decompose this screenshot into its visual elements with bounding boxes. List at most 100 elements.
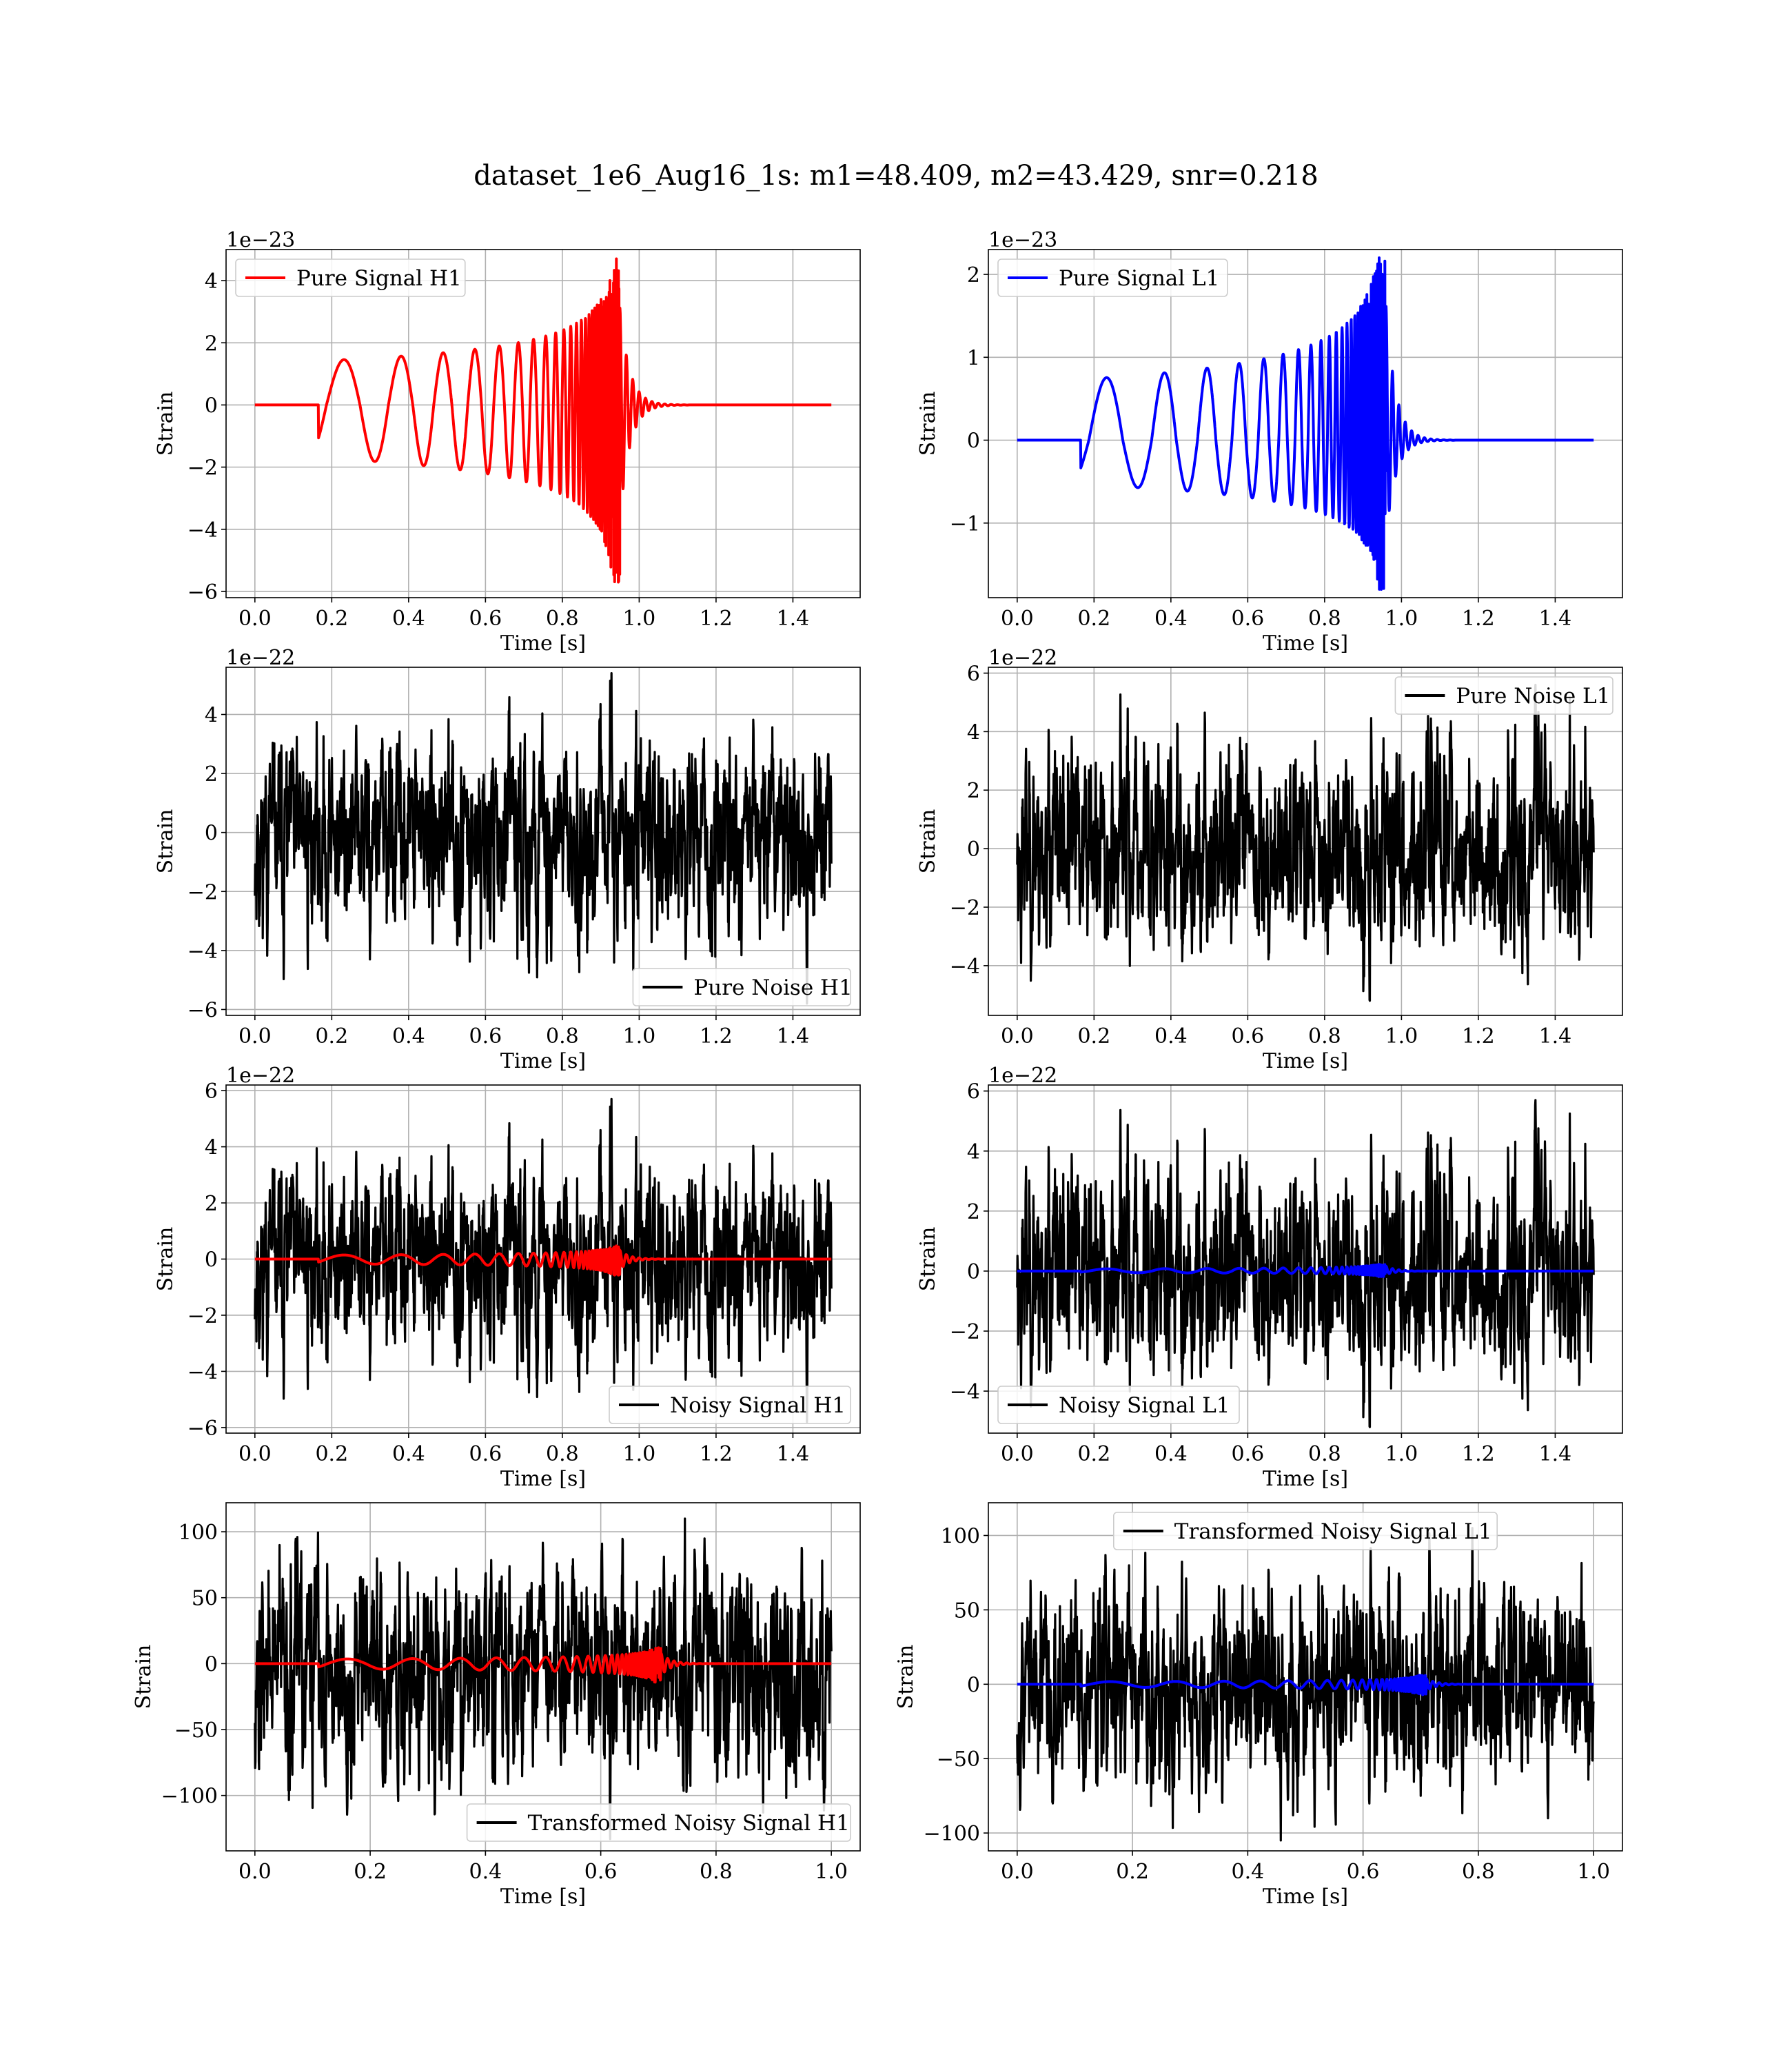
x-tick-label: 1.4	[1539, 1024, 1572, 1048]
series-line-noise	[254, 1517, 833, 1841]
x-tick-label: 1.0	[1385, 1024, 1418, 1048]
y-tick-label: 100	[179, 1521, 218, 1545]
series-group	[1016, 256, 1595, 591]
y-offset-text: 1e−22	[226, 1064, 295, 1088]
y-tick-label: −2	[187, 1304, 218, 1328]
y-tick-label: −4	[187, 940, 218, 964]
x-tick-label: 0.0	[238, 1024, 272, 1048]
x-tick-label: 0.4	[392, 607, 425, 631]
x-tick-label: 0.2	[315, 1442, 348, 1466]
y-tick-label: −6	[187, 1417, 218, 1441]
x-tick-label: 0.2	[1077, 607, 1110, 631]
x-tick-label: 0.8	[700, 1860, 733, 1884]
legend: Transformed Noisy Signal H1	[466, 1803, 851, 1842]
y-tick-label: 50	[192, 1587, 218, 1611]
series-line-signal	[1016, 256, 1595, 591]
y-tick-label: 4	[967, 720, 980, 744]
x-tick-label: 0.6	[1232, 1442, 1265, 1466]
x-axis-label: Time [s]	[500, 1049, 586, 1073]
series-group	[254, 1097, 833, 1423]
x-axis-label: Time [s]	[500, 1467, 586, 1491]
x-tick-label: 0.2	[1077, 1442, 1110, 1466]
x-axis-label: Time [s]	[1263, 1885, 1348, 1909]
legend-label: Pure Noise H1	[693, 975, 852, 1000]
legend-label: Pure Signal L1	[1059, 266, 1219, 291]
x-tick-label: 0.6	[1232, 607, 1265, 631]
axes-frame	[225, 249, 861, 598]
y-tick-label: −6	[187, 580, 218, 605]
series-group	[254, 257, 833, 584]
x-tick-label: 1.2	[700, 607, 733, 631]
y-tick-label: −4	[950, 1380, 980, 1404]
legend: Pure Noise L1	[1394, 676, 1613, 715]
axes-frame	[225, 667, 861, 1016]
x-tick-label: 1.2	[1462, 1024, 1495, 1048]
x-tick-label: 0.0	[238, 607, 272, 631]
y-offset-text: 1e−22	[988, 1064, 1057, 1088]
grid	[226, 250, 860, 598]
y-tick-label: −4	[187, 1360, 218, 1384]
subplot-pure-noise-h1: 0.0 0.2 0.4 0.6 0.8 1.0 1.2 1.4 −6 −4 −2 0 2 4 1e−22 Ti…	[154, 646, 861, 1073]
subplot-transformed-noisy-signal-l1: 0.0 0.2 0.4 0.6 0.8 1.0 −100 −50 0 50 100 Time [s] S…	[894, 1502, 1623, 1909]
subplot-pure-noise-l1: 0.0 0.2 0.4 0.6 0.8 1.0 1.2 1.4 −4 −2 0 2 4 6 1e−22 Tim…	[916, 646, 1623, 1073]
x-tick-label: 0.8	[1308, 1442, 1341, 1466]
legend: Noisy Signal L1	[997, 1386, 1240, 1424]
y-tick-label: −6	[187, 998, 218, 1022]
x-tick-label: 1.0	[623, 1024, 656, 1048]
legend: Noisy Signal H1	[609, 1386, 851, 1424]
axes-frame	[225, 1502, 861, 1852]
y-tick-label: −1	[950, 512, 980, 536]
legend-box	[997, 1386, 1240, 1424]
subplot-pure-signal-h1: 0.0 0.2 0.4 0.6 0.8 1.0 1.2 1.4 −6 −4 −2 0 2 4 1e−23 Ti…	[154, 228, 861, 656]
y-axis-label: Strain	[894, 1645, 918, 1710]
y-axis-label: Strain	[154, 392, 178, 456]
grid	[988, 250, 1622, 598]
y-tick-label: 0	[205, 1652, 218, 1676]
y-offset-text: 1e−23	[988, 228, 1057, 252]
x-tick-label: 1.0	[815, 1860, 848, 1884]
x-tick-label: 0.8	[1308, 607, 1341, 631]
x-tick-label: 0.2	[315, 607, 348, 631]
legend: Pure Signal H1	[235, 258, 466, 297]
x-tick-label: 0.2	[1077, 1024, 1110, 1048]
x-tick-label: 1.0	[1385, 1442, 1418, 1466]
subplot-grid: 0.0 0.2 0.4 0.6 0.8 1.0 1.2 1.4 −6 −4 −2 0 2 4 1e−23 Ti…	[132, 228, 1623, 1909]
series-line-signal	[254, 1244, 833, 1277]
subplot-pure-signal-l1: 0.0 0.2 0.4 0.6 0.8 1.0 1.2 1.4 −1 0 1 2 1e−23 Time […	[916, 228, 1623, 656]
y-axis-label: Strain	[916, 809, 940, 874]
series-group	[254, 1517, 833, 1841]
legend-label: Transformed Noisy Signal H1	[528, 1811, 850, 1836]
x-tick-label: 1.2	[700, 1442, 733, 1466]
y-tick-label: 100	[941, 1524, 980, 1548]
x-tick-label: 1.4	[777, 607, 810, 631]
x-tick-label: 0.6	[1232, 1024, 1265, 1048]
x-tick-label: 1.4	[777, 1442, 810, 1466]
y-tick-label: 0	[205, 394, 218, 418]
x-axis-label: Time [s]	[1263, 1049, 1348, 1073]
y-tick-label: 6	[967, 1080, 980, 1104]
x-axis-label: Time [s]	[500, 1885, 586, 1909]
series-group	[1016, 1099, 1595, 1428]
subplot-noisy-signal-h1: 0.0 0.2 0.4 0.6 0.8 1.0 1.2 1.4 −6 −4 −2 0 2 4 6 1e−22 T…	[154, 1064, 861, 1491]
series-group	[254, 672, 833, 1005]
x-tick-label: 0.8	[1308, 1024, 1341, 1048]
series-line-signal	[1016, 1674, 1595, 1696]
y-tick-label: 6	[205, 1079, 218, 1104]
x-tick-label: 0.4	[392, 1442, 425, 1466]
x-axis-label: Time [s]	[500, 631, 586, 656]
y-tick-label: −2	[187, 880, 218, 904]
x-tick-label: 0.0	[1001, 607, 1034, 631]
x-tick-label: 1.0	[623, 607, 656, 631]
x-tick-label: 1.2	[700, 1024, 733, 1048]
y-tick-label: −50	[937, 1747, 980, 1772]
y-axis-label: Strain	[132, 1645, 156, 1710]
y-tick-label: 0	[967, 1260, 980, 1284]
x-tick-label: 0.0	[1001, 1860, 1034, 1884]
y-tick-label: 0	[967, 838, 980, 862]
x-axis-label: Time [s]	[1263, 631, 1348, 656]
x-tick-label: 1.0	[1577, 1860, 1610, 1884]
series-line-noise	[254, 672, 833, 1005]
y-tick-label: 4	[205, 1136, 218, 1160]
x-tick-label: 0.8	[1462, 1860, 1495, 1884]
y-tick-label: 2	[967, 263, 980, 287]
